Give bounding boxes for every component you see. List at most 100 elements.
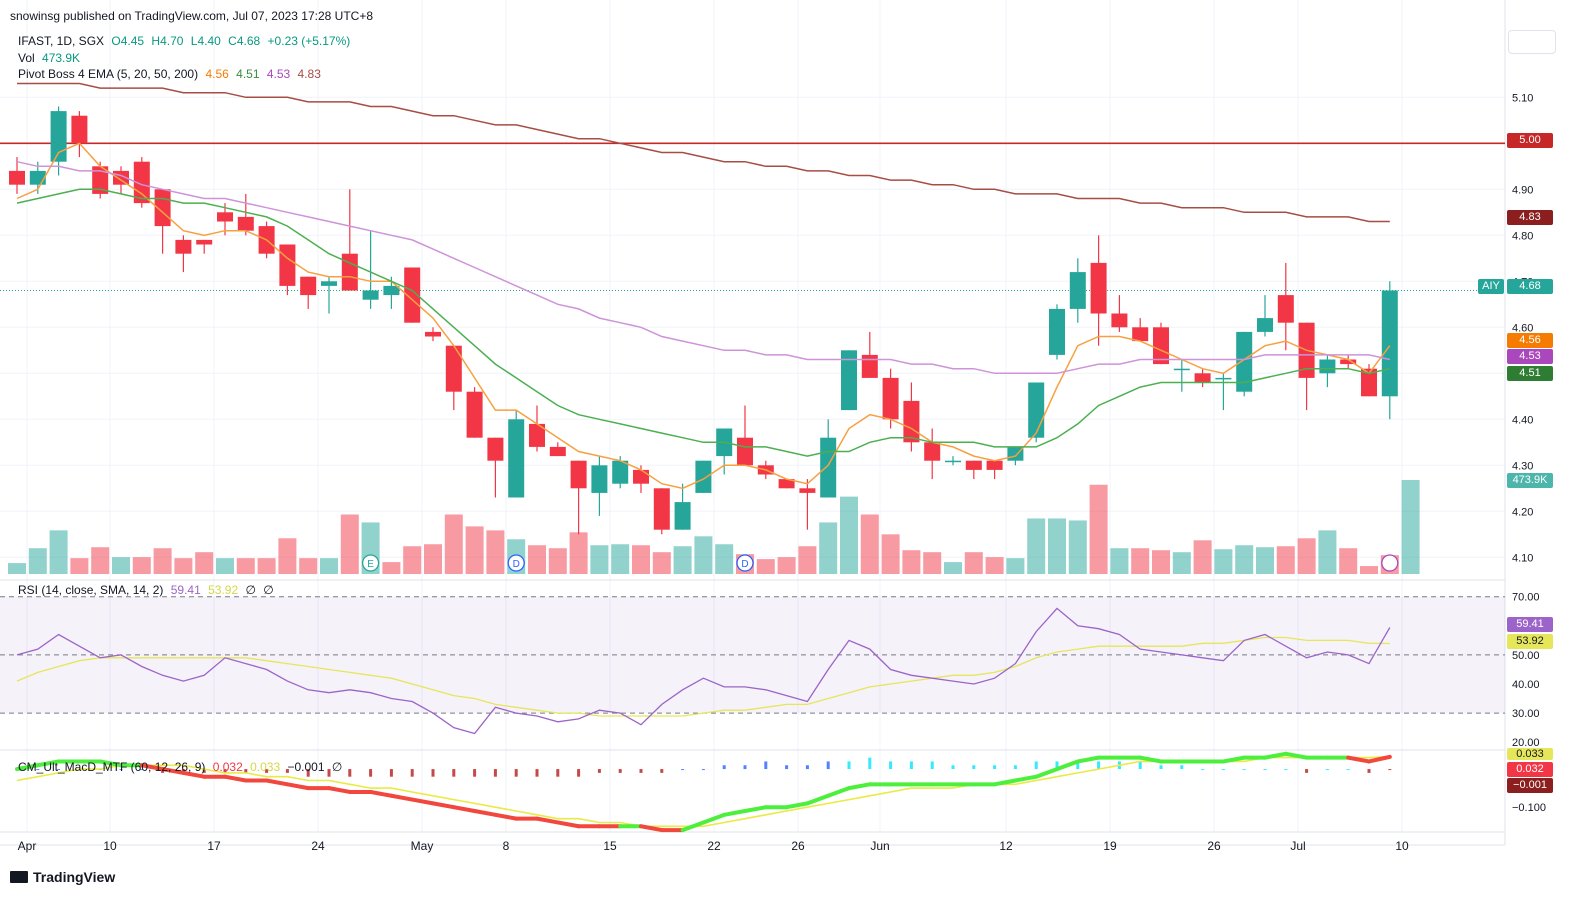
macd-histogram-bar — [972, 765, 976, 770]
macd-histogram-bar — [1305, 769, 1309, 773]
candle-body — [570, 460, 587, 489]
volume-bar — [923, 552, 942, 574]
macd-line-segment — [639, 824, 664, 833]
macd-line-segment — [1221, 755, 1247, 764]
candle-body — [92, 166, 109, 194]
pane-toggle-button[interactable] — [1508, 30, 1556, 54]
macd-histogram-bar — [909, 761, 913, 770]
candle-body — [133, 161, 150, 204]
macd-line-segment — [992, 778, 1018, 787]
candle-body — [653, 488, 670, 530]
rsi-sma-value: 53.92 — [208, 583, 239, 597]
event-marker — [736, 554, 754, 572]
time-axis-tick: 12 — [999, 839, 1013, 853]
candle-body — [1277, 295, 1294, 323]
macd-histogram-bar — [140, 769, 144, 771]
macd-histogram-bar — [951, 765, 955, 770]
macd-line-segment — [680, 820, 706, 833]
macd-histogram-bar — [1138, 761, 1142, 770]
ema5-value: 4.56 — [205, 67, 229, 81]
macd-line-segment — [722, 809, 747, 817]
time-axis-tick: Jul — [1290, 839, 1305, 853]
macd-line-segment — [160, 767, 186, 775]
volume-bar — [153, 548, 172, 574]
candle-body — [321, 281, 337, 286]
volume-bar — [652, 552, 671, 574]
macd-line-segment — [826, 786, 851, 798]
macd-histogram-bar — [639, 769, 643, 773]
rsi-label[interactable]: RSI (14, close, SMA, 14, 2) — [18, 583, 164, 597]
macd-line-segment — [847, 782, 872, 791]
rsi-axis-tick: 50.00 — [1512, 650, 1540, 662]
macd-histogram-bar — [660, 769, 664, 773]
ema-label[interactable]: Pivot Boss 4 EMA (5, 20, 50, 200) — [18, 67, 199, 81]
candle-body — [1028, 382, 1045, 438]
macd-histogram-bar — [327, 769, 331, 777]
volume-bar — [840, 496, 858, 574]
volume-bar — [1235, 545, 1254, 574]
ohlc-open: O4.45 — [111, 34, 145, 48]
macd-histogram-bar — [1367, 769, 1371, 773]
candle-body — [1132, 327, 1149, 342]
macd-histogram-bar — [868, 757, 872, 770]
symbol-name[interactable]: IFAST, 1D, SGX — [18, 34, 105, 48]
macd-label[interactable]: CM_Ult_MacD_MTF (60, 12, 26, 9) — [18, 760, 206, 774]
macd-line-segment — [555, 820, 581, 829]
macd-line-segment — [472, 809, 498, 817]
macd-histogram-bar — [1159, 765, 1163, 770]
candle-body — [924, 442, 941, 461]
macd-line-segment — [1075, 755, 1101, 764]
volume-bar — [777, 557, 796, 574]
candle-body — [175, 239, 192, 254]
time-axis-tick: 26 — [791, 839, 805, 853]
volume-label[interactable]: Vol — [18, 51, 35, 65]
macd-line-segment — [327, 786, 352, 794]
macd-histogram-bar — [826, 761, 830, 770]
candle-body — [1049, 308, 1065, 355]
macd-histogram-bar — [722, 765, 726, 770]
tradingview-logo[interactable]: TradingView — [10, 869, 115, 885]
volume-price-label: 473.9K — [1507, 473, 1553, 488]
macd-signal-value: 0.033 — [250, 760, 281, 774]
ohlc-high: H4.70 — [151, 34, 184, 48]
macd-line-segment — [181, 770, 207, 779]
volume-bar — [278, 538, 297, 574]
rsi-axis-tick: 70.00 — [1512, 592, 1540, 604]
volume-bar — [694, 536, 713, 574]
candle-body — [466, 391, 483, 438]
macd-line-segment — [98, 759, 123, 768]
candle-body — [237, 216, 254, 231]
candle-body — [1194, 373, 1211, 383]
candle-body — [1111, 313, 1128, 328]
macd-axis-tick: −0.100 — [1512, 802, 1546, 814]
rsi-line — [16, 607, 1391, 735]
macd-histogram-bar — [431, 769, 435, 777]
macd-histogram-bar — [556, 769, 560, 777]
macd-histogram-bar — [514, 769, 518, 777]
volume-bar — [860, 514, 879, 574]
macd-histogram-bar — [57, 769, 61, 771]
price-axis-tick: 4.30 — [1512, 460, 1533, 472]
volume-bar — [569, 532, 588, 574]
volume-bar — [528, 545, 546, 574]
time-axis-tick: 19 — [1103, 839, 1117, 853]
time-axis-tick: 10 — [103, 839, 117, 853]
candle-body — [1215, 377, 1232, 380]
tradingview-logo-icon — [10, 871, 28, 883]
macd-histogram-bar — [577, 769, 581, 777]
price-axis-tick: 4.40 — [1512, 414, 1533, 426]
macd-histogram-bar — [265, 769, 269, 773]
volume-bar — [756, 559, 775, 574]
rsi-axis-tick: 30.00 — [1512, 708, 1540, 720]
macd-line-segment — [1013, 774, 1039, 783]
candle-body — [508, 419, 525, 498]
candle-body — [425, 331, 441, 337]
ohlc-close: C4.68 — [228, 34, 261, 48]
volume-bar — [424, 544, 442, 574]
volume-bar — [1152, 550, 1170, 574]
candle-body — [737, 437, 753, 466]
time-axis-tick: May — [411, 839, 434, 853]
macd-histogram-bar — [389, 769, 393, 777]
macd-histogram-bar — [348, 769, 352, 777]
ema-line — [16, 188, 1390, 457]
